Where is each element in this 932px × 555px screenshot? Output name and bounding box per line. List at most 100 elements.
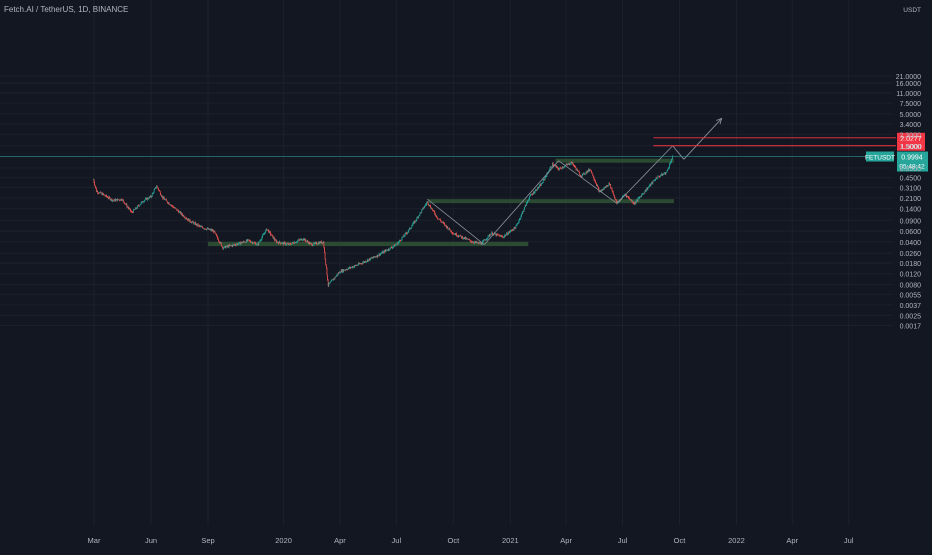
candle-body bbox=[163, 197, 164, 199]
candle-body bbox=[137, 205, 139, 207]
candle-body bbox=[391, 247, 393, 249]
candle-body bbox=[153, 192, 154, 194]
support-zone[interactable] bbox=[555, 158, 674, 163]
time-axis[interactable]: Mar Jun Sep 2020 Apr Jul Oct 2021 Apr Jul Oct 2022 A… bbox=[88, 536, 854, 545]
price-tick-label: 0.4500 bbox=[900, 176, 922, 183]
candle-body bbox=[226, 245, 227, 247]
candle-body bbox=[156, 186, 158, 187]
price-tick-label: 7.5000 bbox=[900, 101, 922, 108]
candle-body bbox=[138, 205, 139, 207]
candle-body bbox=[161, 195, 162, 197]
candle-body bbox=[167, 202, 169, 204]
time-tick-label: Mar bbox=[88, 536, 101, 545]
candle-body bbox=[188, 218, 190, 222]
candle-body bbox=[367, 259, 369, 262]
candle-body bbox=[608, 183, 610, 186]
candle-body bbox=[563, 166, 565, 168]
candle-body bbox=[313, 242, 315, 245]
candle-body bbox=[169, 204, 171, 206]
candle-body bbox=[330, 281, 332, 283]
price-tick-label: 21.0000 bbox=[896, 74, 921, 81]
candle-body bbox=[354, 265, 356, 267]
candle-body bbox=[257, 243, 258, 245]
candle-body bbox=[326, 267, 328, 276]
candle-body bbox=[571, 162, 573, 164]
candle-body bbox=[318, 242, 320, 244]
candle-body bbox=[669, 162, 671, 164]
candle-body bbox=[562, 167, 563, 169]
candle-body bbox=[400, 240, 402, 241]
candle-body bbox=[475, 241, 477, 243]
candle-body bbox=[223, 246, 225, 248]
candle-body bbox=[320, 241, 322, 244]
candle-body bbox=[671, 159, 672, 163]
support-zone[interactable] bbox=[428, 199, 674, 204]
candle-body bbox=[497, 234, 499, 236]
trend-line[interactable] bbox=[616, 145, 673, 204]
candle-body bbox=[286, 243, 288, 245]
candle-body bbox=[268, 230, 270, 233]
trend-line[interactable] bbox=[484, 160, 559, 245]
candle-body bbox=[435, 215, 437, 217]
candle-body bbox=[325, 258, 327, 265]
candle-body bbox=[378, 253, 380, 256]
candle-body bbox=[423, 207, 425, 209]
candle-body bbox=[464, 237, 466, 239]
candle-body bbox=[207, 228, 209, 230]
candle-body bbox=[167, 202, 169, 204]
price-tick-label: 0.0055 bbox=[900, 292, 922, 299]
candle-body bbox=[594, 179, 595, 181]
candle-body bbox=[508, 232, 509, 235]
time-tick-label: 2020 bbox=[275, 536, 292, 545]
support-zone[interactable] bbox=[208, 241, 529, 247]
projection-line[interactable] bbox=[672, 145, 685, 160]
candle-body bbox=[470, 240, 472, 242]
candle-body bbox=[670, 162, 672, 163]
candle-body bbox=[379, 253, 381, 256]
candle-body bbox=[570, 163, 571, 165]
candle-body bbox=[352, 266, 354, 268]
candle-body bbox=[287, 243, 289, 245]
candle-body bbox=[248, 239, 250, 241]
candle-body bbox=[261, 237, 263, 240]
candle-body bbox=[135, 207, 137, 209]
candle-body bbox=[312, 244, 314, 246]
candle-body bbox=[459, 235, 460, 237]
candle-body bbox=[643, 193, 645, 194]
candle-body bbox=[575, 167, 577, 170]
candle-body bbox=[565, 164, 567, 166]
candle-body bbox=[522, 211, 524, 213]
price-tick-label: 0.0017 bbox=[900, 323, 922, 330]
candle-body bbox=[158, 188, 159, 190]
candle-body bbox=[381, 253, 382, 254]
candle-body bbox=[200, 226, 202, 227]
candle-body bbox=[179, 211, 180, 213]
support-zones[interactable] bbox=[208, 158, 674, 247]
candle-body bbox=[262, 235, 263, 238]
trend-line[interactable] bbox=[427, 198, 485, 245]
candle-body bbox=[207, 228, 208, 229]
candle-body bbox=[483, 240, 485, 242]
candle-body bbox=[401, 237, 403, 241]
candle-body bbox=[194, 222, 195, 224]
candle-body bbox=[384, 250, 385, 253]
candle-body bbox=[379, 253, 380, 256]
candle-body bbox=[333, 278, 335, 281]
candle-body bbox=[513, 227, 515, 230]
trend-line[interactable] bbox=[558, 160, 618, 204]
candle-body bbox=[259, 241, 260, 243]
candle-body bbox=[407, 232, 408, 234]
candle-body bbox=[157, 186, 159, 189]
candle-body bbox=[596, 183, 597, 186]
candle-body bbox=[425, 204, 427, 205]
candle-body bbox=[293, 243, 295, 245]
drawn-lines[interactable] bbox=[427, 118, 722, 245]
projection-arrow[interactable] bbox=[683, 118, 722, 160]
candle-body bbox=[537, 187, 538, 191]
candle-body bbox=[638, 198, 639, 199]
candle-body bbox=[112, 200, 114, 201]
